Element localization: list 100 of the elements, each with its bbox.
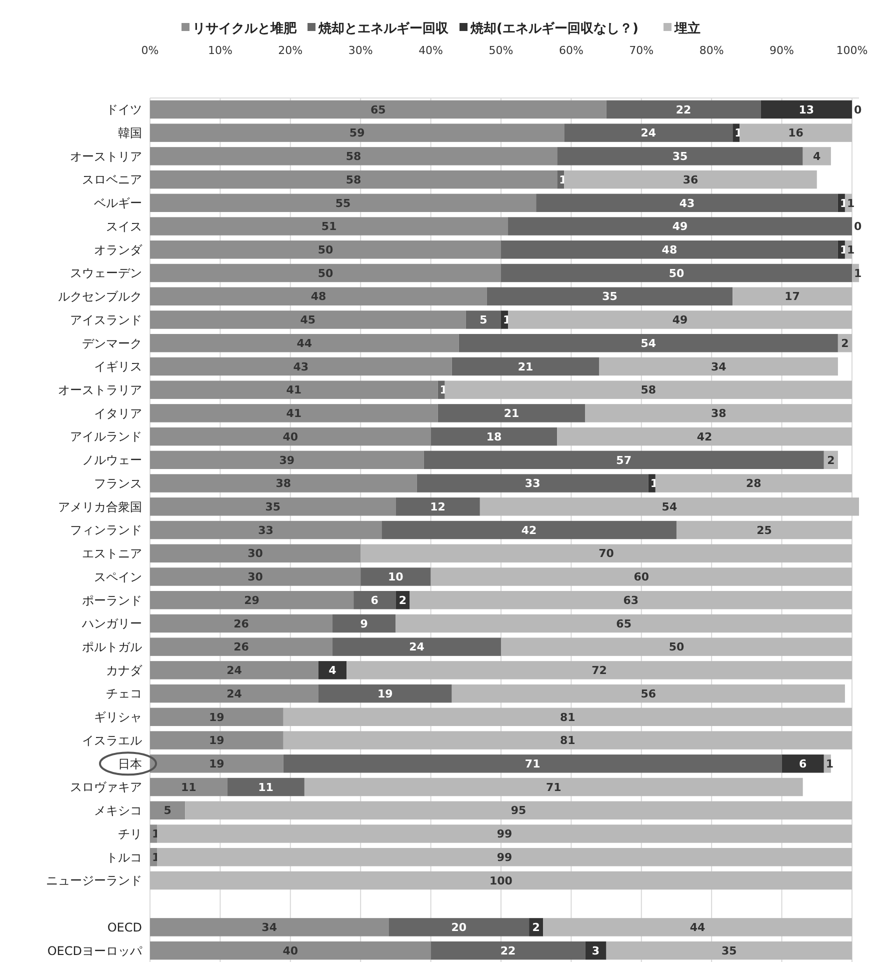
bar	[438, 404, 586, 422]
data-label: 26	[234, 640, 250, 654]
data-label: 29	[244, 594, 260, 607]
bar	[802, 147, 831, 166]
bar	[150, 450, 424, 470]
data-label: 38	[710, 407, 726, 420]
bar	[732, 287, 852, 306]
data-label: 44	[296, 336, 312, 350]
x-tick-label: 90%	[770, 44, 794, 57]
data-label: 81	[560, 734, 576, 748]
data-label: 71	[546, 780, 562, 794]
y-tick-label: イスラエル	[82, 733, 142, 748]
data-label: 19	[209, 734, 224, 748]
data-label: 49	[672, 314, 688, 327]
data-label: 4	[328, 664, 337, 678]
bar	[150, 661, 318, 680]
y-tick-label: トルコ	[106, 850, 142, 864]
bar	[283, 708, 852, 726]
data-label: 41	[286, 407, 302, 420]
bar	[150, 124, 564, 142]
data-label: 1	[846, 243, 855, 256]
bar	[536, 194, 838, 212]
bar	[150, 614, 333, 633]
data-label: 11	[180, 780, 196, 794]
data-label: 70	[598, 547, 614, 560]
y-tick-label: スペイン	[94, 570, 142, 584]
bar	[416, 474, 648, 492]
bar	[150, 941, 431, 960]
data-label: 42	[696, 430, 712, 444]
data-label: 34	[262, 921, 278, 934]
bar	[430, 568, 852, 586]
bar	[150, 498, 396, 516]
bar	[318, 684, 452, 703]
x-tick-label: 70%	[629, 44, 654, 57]
bar	[150, 147, 558, 166]
data-label: 43	[293, 360, 309, 374]
y-tick-label: ルクセンブルク	[58, 290, 142, 304]
data-label: 45	[300, 314, 316, 327]
data-label: 24	[640, 126, 656, 140]
data-label: 21	[518, 360, 534, 374]
bar	[185, 801, 852, 820]
bar	[360, 568, 431, 586]
data-label: 28	[746, 477, 762, 490]
data-label: 24	[409, 640, 425, 654]
data-label: 20	[451, 921, 467, 934]
y-tick-label: エストニア	[82, 546, 142, 561]
bar	[500, 638, 852, 656]
bar	[500, 264, 852, 282]
bar	[585, 404, 852, 422]
data-label: 55	[335, 196, 351, 210]
bar	[508, 217, 852, 236]
legend-label: 焼却(エネルギー回収なし？)	[470, 22, 638, 37]
bar	[396, 614, 852, 633]
bar	[354, 590, 396, 610]
data-label: 60	[634, 570, 650, 584]
data-label: 72	[592, 664, 607, 678]
bar	[452, 357, 600, 376]
x-tick-label: 80%	[699, 44, 724, 57]
data-label: 19	[378, 687, 393, 700]
y-tick-label: 韓国	[118, 126, 142, 140]
bar	[606, 941, 852, 960]
data-label: 34	[710, 360, 727, 374]
data-label: 35	[602, 290, 618, 304]
bar	[564, 170, 817, 189]
data-label: 9	[360, 617, 368, 630]
bar	[150, 287, 487, 306]
data-label: 50	[318, 243, 334, 256]
bar	[150, 708, 284, 726]
bar	[150, 334, 459, 352]
data-label: 18	[486, 430, 502, 444]
bar	[150, 520, 382, 540]
data-label: 58	[640, 384, 656, 397]
data-label: 16	[788, 126, 804, 140]
y-tick-label: OECDヨーロッパ	[47, 944, 143, 958]
bar	[150, 170, 558, 189]
data-label: 6	[799, 757, 808, 770]
y-tick-label: オランダ	[94, 242, 143, 257]
bar	[480, 498, 859, 516]
data-label: 1	[854, 266, 862, 280]
bar	[283, 731, 852, 750]
data-label: 48	[310, 290, 326, 304]
bar	[557, 147, 803, 166]
data-label: 99	[496, 850, 512, 864]
y-tick-label: ポーランド	[82, 593, 142, 608]
data-label: 30	[248, 570, 264, 584]
y-tick-label: オーストリア	[70, 149, 142, 164]
data-label: 41	[286, 384, 302, 397]
data-label: 22	[676, 103, 692, 116]
data-label: 38	[276, 477, 292, 490]
data-label: 59	[349, 126, 365, 140]
data-label: 50	[318, 266, 334, 280]
bar	[150, 380, 438, 399]
bar	[150, 474, 417, 492]
data-label: 24	[226, 664, 242, 678]
data-label: 35	[672, 150, 688, 164]
data-label: 58	[346, 150, 362, 164]
data-label: 33	[524, 477, 540, 490]
bar	[782, 754, 824, 773]
bar	[740, 124, 852, 142]
y-tick-label: イギリス	[94, 360, 142, 374]
